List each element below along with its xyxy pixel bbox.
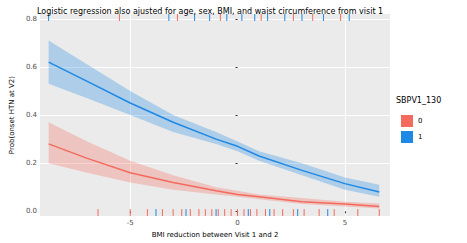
- svg-text:0.6: 0.6: [26, 63, 38, 71]
- svg-text:5: 5: [343, 219, 347, 227]
- svg-text:0: 0: [418, 117, 422, 125]
- svg-text:-5: -5: [127, 219, 134, 227]
- svg-text:0.2: 0.2: [26, 159, 37, 167]
- svg-text:SBPV1_130: SBPV1_130: [396, 96, 441, 105]
- svg-text:Logistic regression also ajust: Logistic regression also ajusted for age…: [37, 7, 383, 16]
- svg-text:1: 1: [418, 133, 422, 141]
- svg-text:0.0: 0.0: [26, 207, 37, 215]
- svg-text:0.4: 0.4: [26, 111, 38, 119]
- svg-text:0: 0: [235, 219, 239, 227]
- svg-text:0.8: 0.8: [26, 15, 37, 23]
- svg-text:BMI reduction between Visit 1: BMI reduction between Visit 1 and 2: [152, 231, 279, 239]
- svg-text:Prob(onset HTN at V2): Prob(onset HTN at V2): [8, 76, 16, 154]
